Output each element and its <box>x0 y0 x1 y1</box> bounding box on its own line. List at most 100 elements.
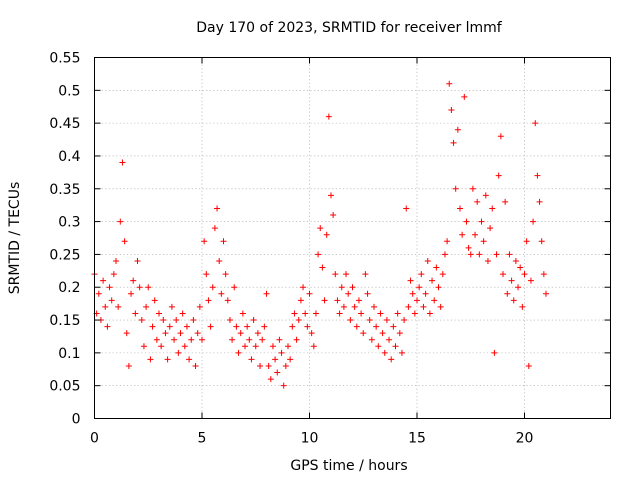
x-tick-label: 15 <box>408 431 426 447</box>
data-point <box>293 336 300 343</box>
data-point <box>375 343 382 350</box>
data-point <box>233 323 240 330</box>
data-point <box>381 349 388 356</box>
x-tick-label: 5 <box>198 431 207 447</box>
data-point <box>306 290 313 297</box>
data-point <box>218 290 225 297</box>
data-point <box>102 303 109 310</box>
x-tick-label: 10 <box>301 431 319 447</box>
data-point <box>302 310 309 317</box>
data-point <box>519 303 526 310</box>
data-point <box>160 317 167 324</box>
y-tick-label: 0.25 <box>49 247 80 263</box>
data-point <box>474 198 481 205</box>
data-point <box>495 172 502 179</box>
data-point <box>250 317 257 324</box>
y-tick-label: 0.4 <box>58 149 80 165</box>
plot-frame <box>94 57 611 419</box>
data-point <box>278 349 285 356</box>
data-point <box>280 382 287 389</box>
data-point <box>125 362 132 369</box>
data-point <box>493 251 500 258</box>
x-axis-label: GPS time / hours <box>290 458 407 474</box>
data-point <box>510 297 517 304</box>
data-point <box>156 310 162 317</box>
data-point <box>371 303 377 310</box>
data-point <box>340 303 347 310</box>
data-point <box>444 238 451 245</box>
data-point <box>205 297 212 304</box>
data-point <box>422 290 429 297</box>
data-point <box>153 336 160 343</box>
data-point <box>364 290 371 297</box>
data-point <box>383 317 390 324</box>
data-point <box>338 284 345 291</box>
data-point <box>239 310 246 317</box>
data-point <box>132 310 139 317</box>
data-point <box>409 290 416 297</box>
data-point <box>433 264 440 271</box>
data-point <box>523 238 530 245</box>
data-point <box>360 330 367 337</box>
data-point <box>321 297 328 304</box>
data-point <box>104 323 111 330</box>
y-tick-label: 0.2 <box>58 280 80 296</box>
data-point <box>149 323 156 330</box>
data-point <box>472 231 479 238</box>
data-point <box>263 290 270 297</box>
data-point <box>297 297 304 304</box>
data-point <box>158 343 165 350</box>
data-point <box>328 192 334 199</box>
axis-ticks <box>94 57 611 419</box>
data-point <box>534 172 541 179</box>
data-point <box>368 336 375 343</box>
data-point <box>323 231 330 238</box>
data-point <box>353 323 360 330</box>
data-point <box>192 362 199 369</box>
data-point <box>450 139 457 146</box>
data-point <box>117 218 124 225</box>
data-point <box>145 284 152 291</box>
data-point <box>396 330 403 337</box>
data-point <box>244 323 251 330</box>
data-point <box>487 225 494 232</box>
data-point <box>500 271 506 278</box>
data-point <box>201 238 208 245</box>
data-point <box>506 251 513 258</box>
data-point <box>224 297 231 304</box>
y-tick-label: 0.55 <box>49 51 80 67</box>
y-tick-label: 0.15 <box>49 313 80 329</box>
data-point <box>366 317 373 324</box>
data-point <box>229 336 236 343</box>
data-point <box>121 238 128 245</box>
data-point <box>504 290 511 297</box>
data-point <box>287 356 294 363</box>
data-point <box>130 277 137 284</box>
data-point <box>330 212 337 219</box>
data-point <box>269 343 276 350</box>
data-point <box>347 317 354 324</box>
data-point <box>532 120 539 127</box>
data-point <box>147 356 154 363</box>
data-point <box>543 290 549 297</box>
data-point <box>220 238 227 245</box>
data-point <box>420 303 427 310</box>
data-point <box>312 310 319 317</box>
data-point <box>276 336 283 343</box>
chart-title: Day 170 of 2023, SRMTID for receiver lmm… <box>196 20 503 36</box>
data-point <box>478 218 485 225</box>
y-tick-labels: 0 0.05 0.1 0.15 0.2 0.25 0.3 0.35 0.4 0.45 0.5 0.55 <box>49 51 80 428</box>
data-point <box>179 310 186 317</box>
data-point <box>211 225 218 232</box>
data-point <box>310 343 317 350</box>
data-point <box>308 330 315 337</box>
data-point <box>497 133 504 140</box>
data-point <box>175 349 182 356</box>
data-point <box>196 303 203 310</box>
data-point <box>248 356 255 363</box>
y-tick-label: 0.3 <box>58 215 80 231</box>
data-point <box>110 271 117 278</box>
data-point <box>349 284 356 291</box>
data-point <box>237 330 244 337</box>
data-point <box>168 303 175 310</box>
